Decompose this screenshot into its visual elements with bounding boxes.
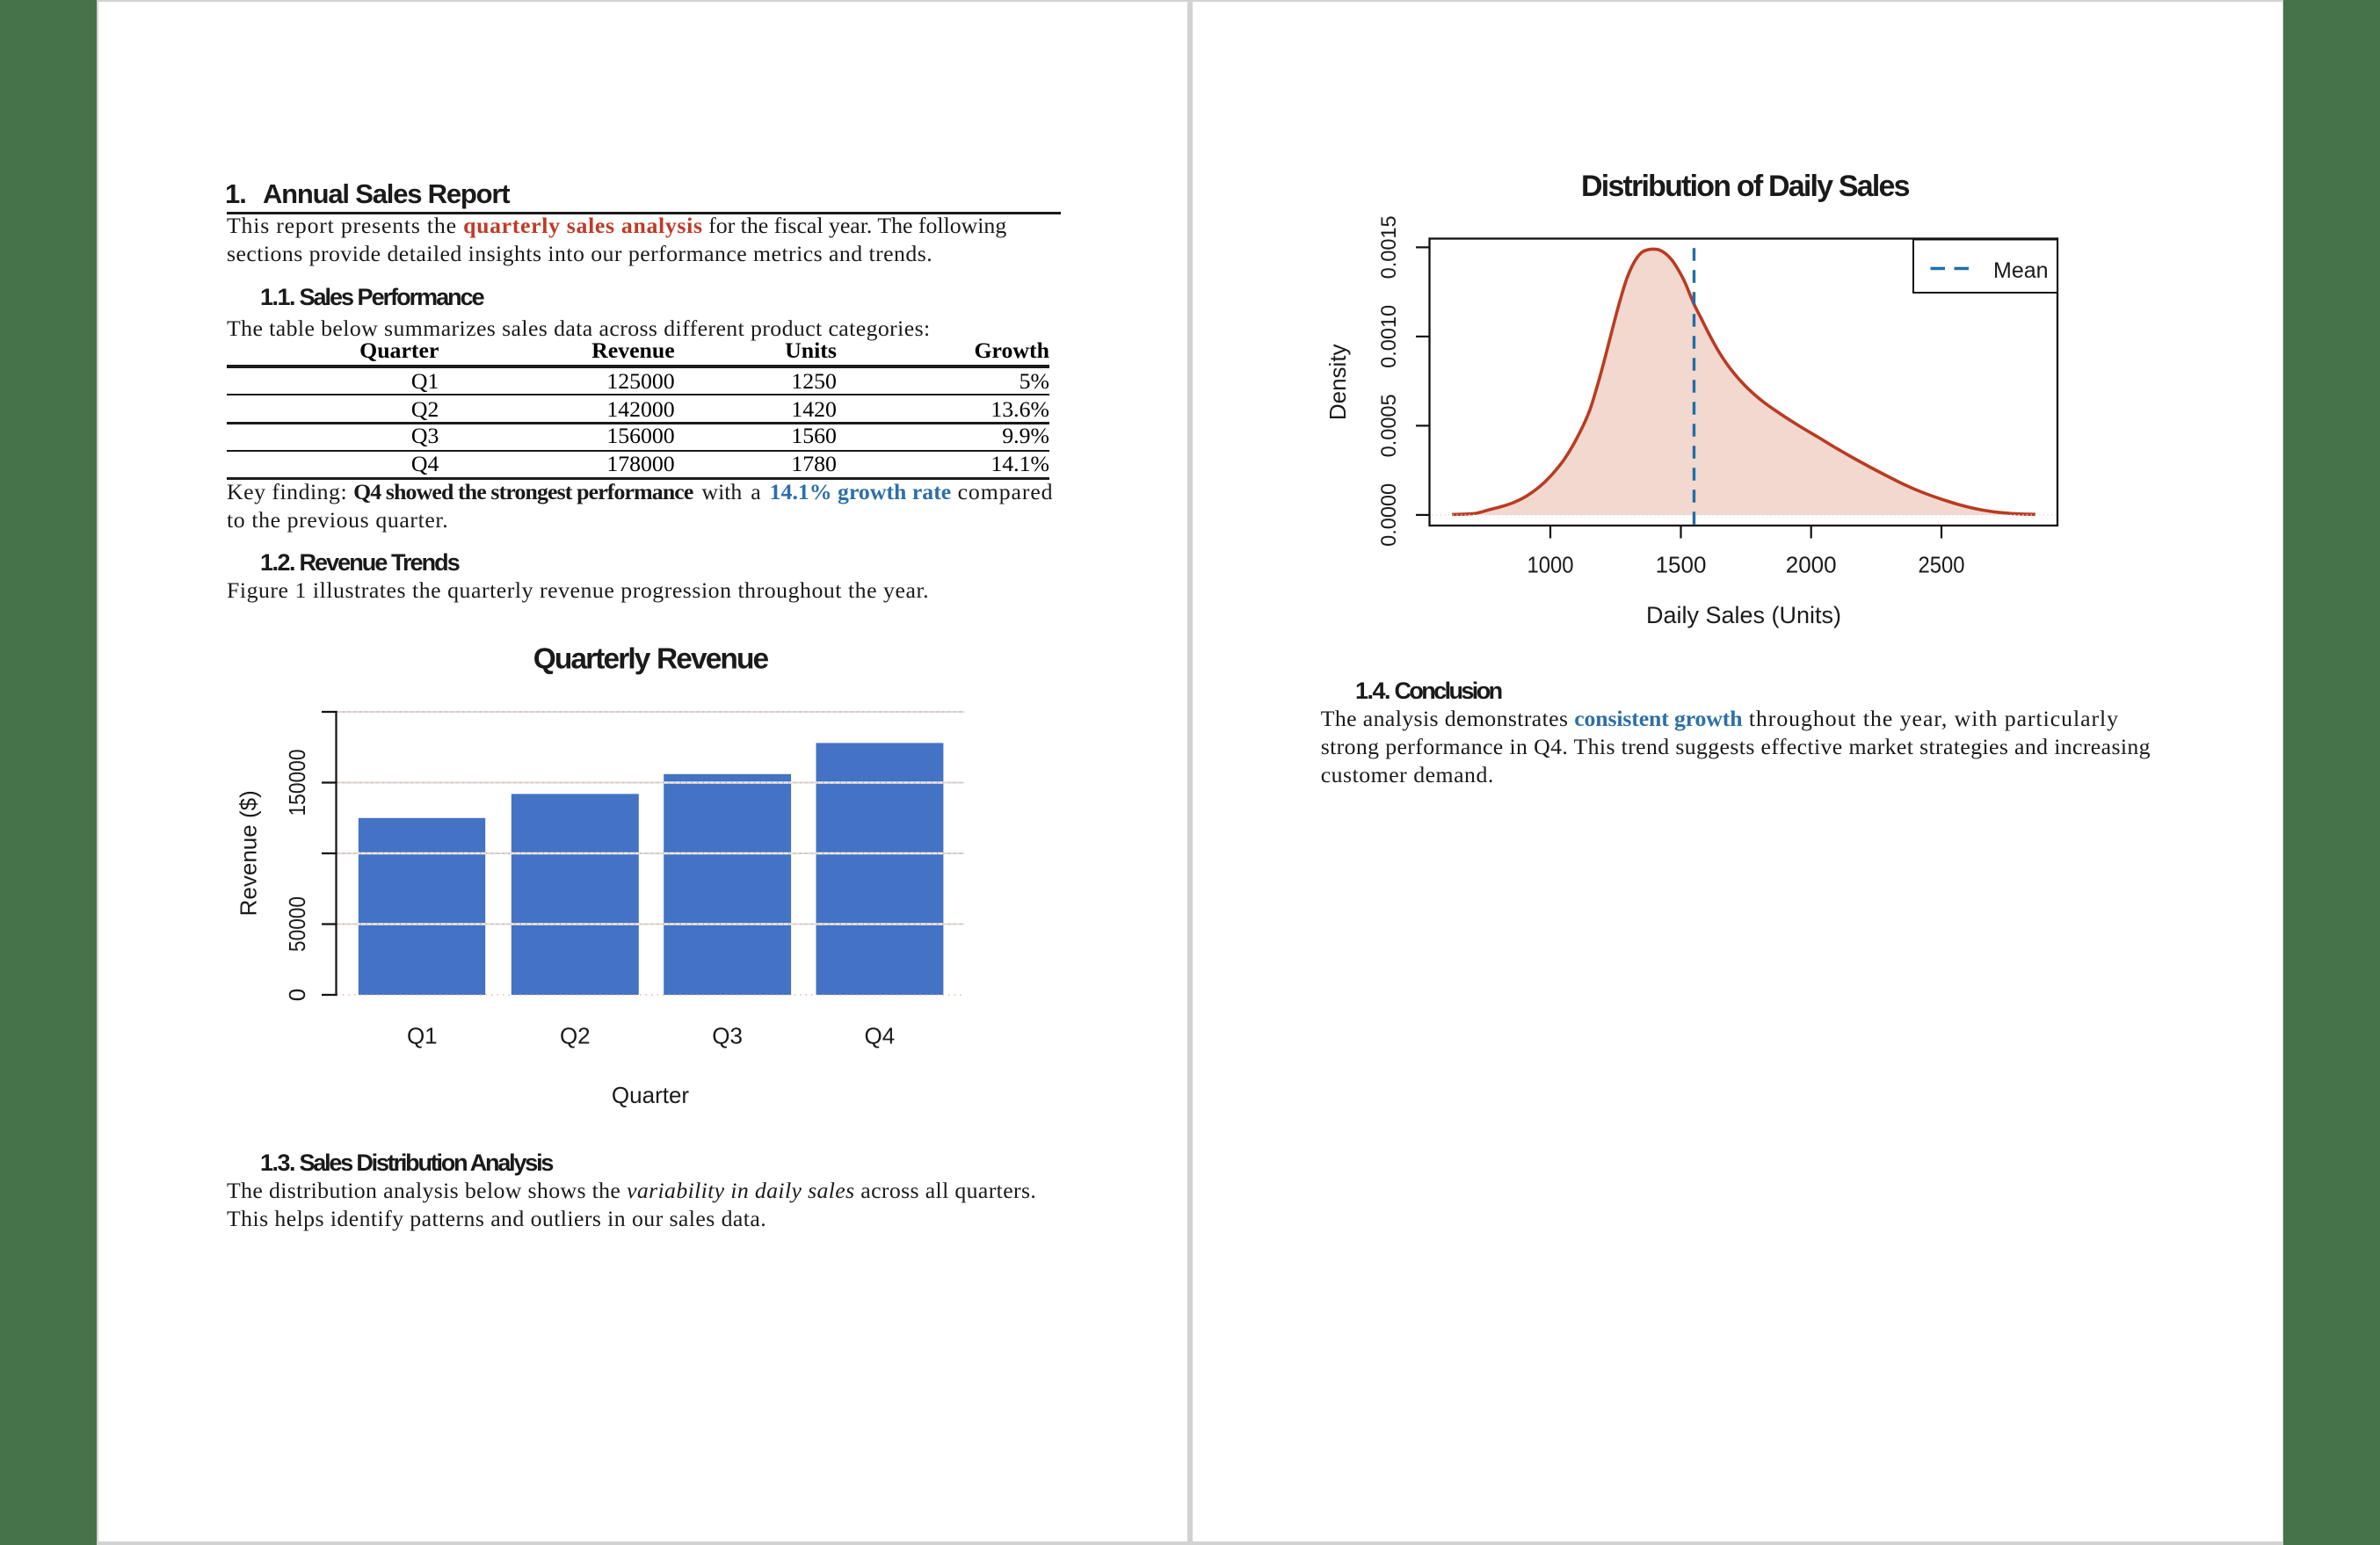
svg-text:0.0015: 0.0015 (1377, 215, 1401, 279)
svg-text:50000: 50000 (284, 896, 310, 952)
svg-text:Distribution of Daily Sales: Distribution of Daily Sales (1581, 170, 1910, 203)
svg-text:Quarterly Revenue: Quarterly Revenue (533, 643, 769, 676)
svg-text:0: 0 (284, 989, 310, 1001)
svg-text:1000: 1000 (1527, 552, 1574, 578)
svg-text:Density: Density (1324, 344, 1351, 420)
svg-text:2000: 2000 (1786, 552, 1837, 578)
svg-text:150000: 150000 (284, 750, 310, 816)
svg-text:Q3: Q3 (712, 1023, 743, 1049)
svg-text:Q4: Q4 (865, 1023, 896, 1049)
svg-text:Q1: Q1 (407, 1023, 438, 1049)
svg-text:Quarter: Quarter (612, 1082, 689, 1108)
svg-text:Mean: Mean (1993, 258, 2049, 283)
svg-text:0.0000: 0.0000 (1377, 483, 1401, 547)
svg-text:2500: 2500 (1919, 552, 1965, 578)
svg-text:Q2: Q2 (560, 1023, 591, 1049)
svg-text:1500: 1500 (1656, 552, 1707, 578)
svg-text:0.0005: 0.0005 (1377, 394, 1401, 457)
svg-text:0.0010: 0.0010 (1377, 305, 1401, 368)
svg-text:Revenue ($): Revenue ($) (236, 790, 262, 916)
svg-text:Daily Sales (Units): Daily Sales (Units) (1646, 602, 1841, 628)
